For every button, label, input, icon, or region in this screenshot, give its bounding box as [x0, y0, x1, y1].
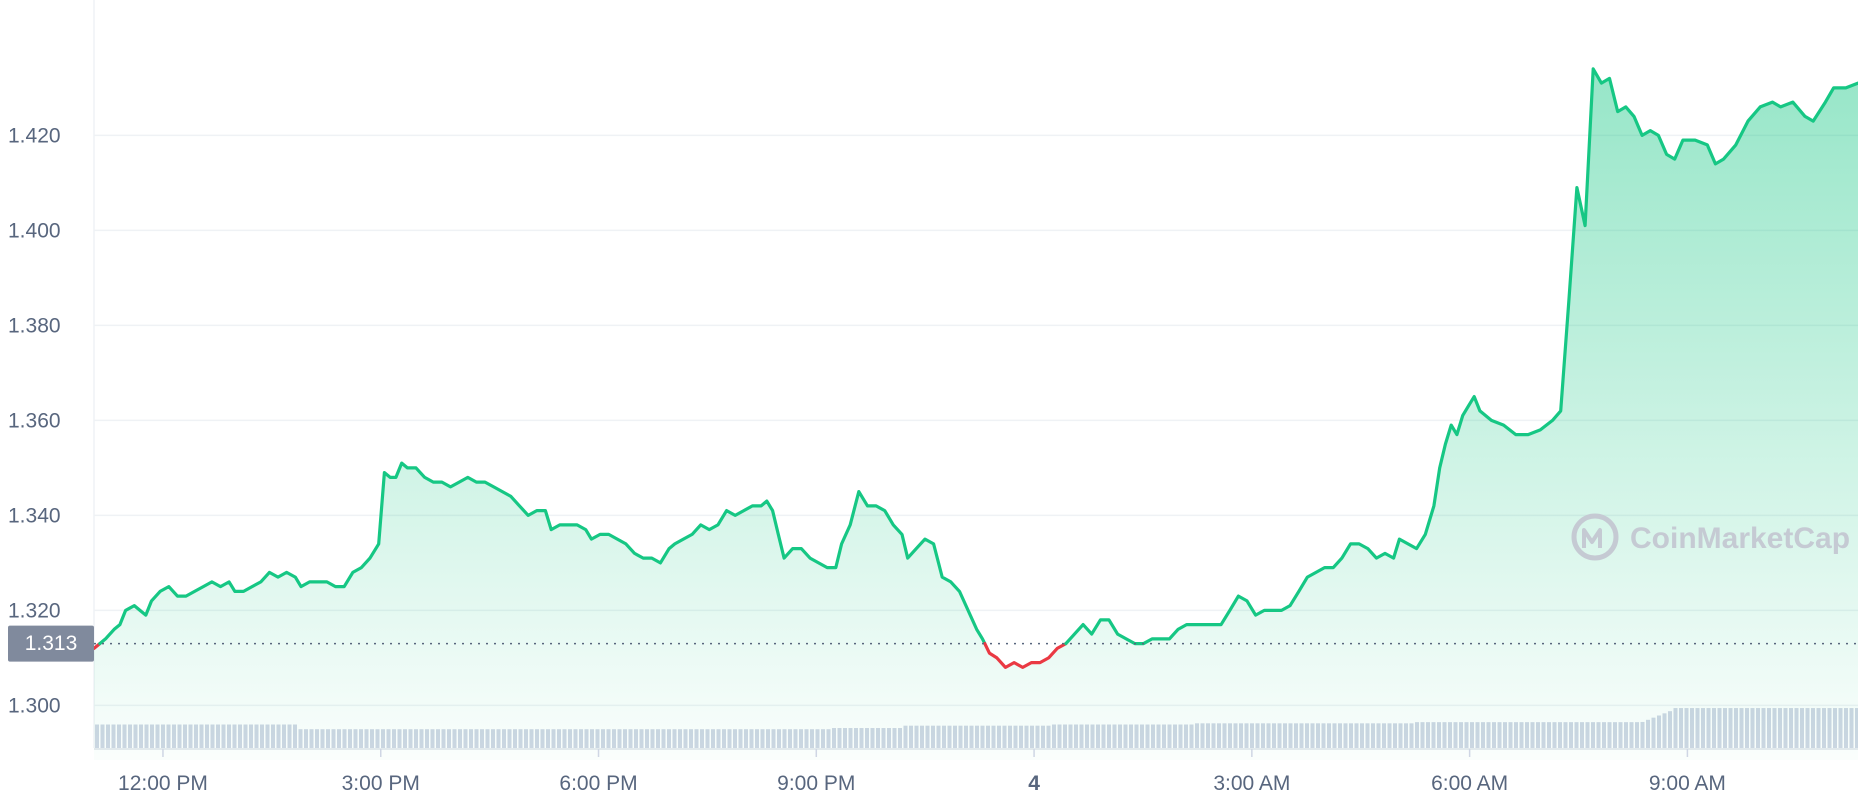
y-tick-label: 1.420 [8, 124, 61, 147]
y-tick-label: 1.300 [8, 694, 61, 717]
price-line [92, 67, 1858, 669]
y-tick-label: 1.340 [8, 504, 61, 527]
coinmarketcap-logo-icon [1571, 513, 1619, 561]
x-tick-label: 6:00 PM [559, 772, 637, 795]
reference-line: 1.313 [8, 625, 1858, 662]
watermark: CoinMarketCap [1571, 513, 1850, 561]
x-tick-label: 9:00 AM [1649, 772, 1726, 795]
price-area-fill [94, 68, 1858, 760]
x-tick-label: 4 [1028, 772, 1040, 795]
price-line-above [1064, 67, 1858, 646]
y-tick-label: 1.400 [8, 219, 61, 242]
watermark-text: CoinMarketCap [1630, 522, 1850, 555]
y-axis-ticks: 1.300 1.320 1.340 1.360 1.380 1.400 1.420 [8, 124, 61, 717]
x-tick-label: 3:00 AM [1213, 772, 1290, 795]
reference-price-label: 1.313 [25, 632, 78, 655]
y-tick-label: 1.320 [8, 599, 61, 622]
price-line-below [983, 642, 1068, 669]
x-axis-ticks: 12:00 PM 3:00 PM 6:00 PM 9:00 PM 4 3:00 AM 6:0… [118, 749, 1726, 795]
x-tick-label: 9:00 PM [777, 772, 855, 795]
price-area [94, 68, 1858, 760]
reference-price-box [8, 625, 94, 662]
x-tick-label: 3:00 PM [342, 772, 420, 795]
price-line-above [98, 461, 987, 646]
y-tick-label: 1.360 [8, 409, 61, 432]
x-tick-label: 6:00 AM [1431, 772, 1508, 795]
y-tick-label: 1.380 [8, 314, 61, 337]
x-tick-label: 12:00 PM [118, 772, 208, 795]
